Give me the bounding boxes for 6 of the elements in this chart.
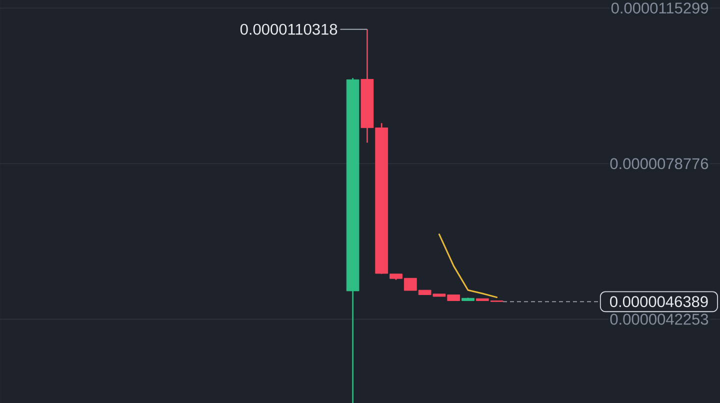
- annotation: 0.0000110318: [240, 24, 338, 35]
- y-tick-label: 0.0000115299: [611, 2, 708, 14]
- y-tick-label: 0.0000042253: [610, 314, 708, 325]
- ref-line-label: 0.0000046389: [610, 296, 708, 308]
- y-tick-label: 0.0000078776: [610, 158, 708, 170]
- line-series: [438, 234, 498, 298]
